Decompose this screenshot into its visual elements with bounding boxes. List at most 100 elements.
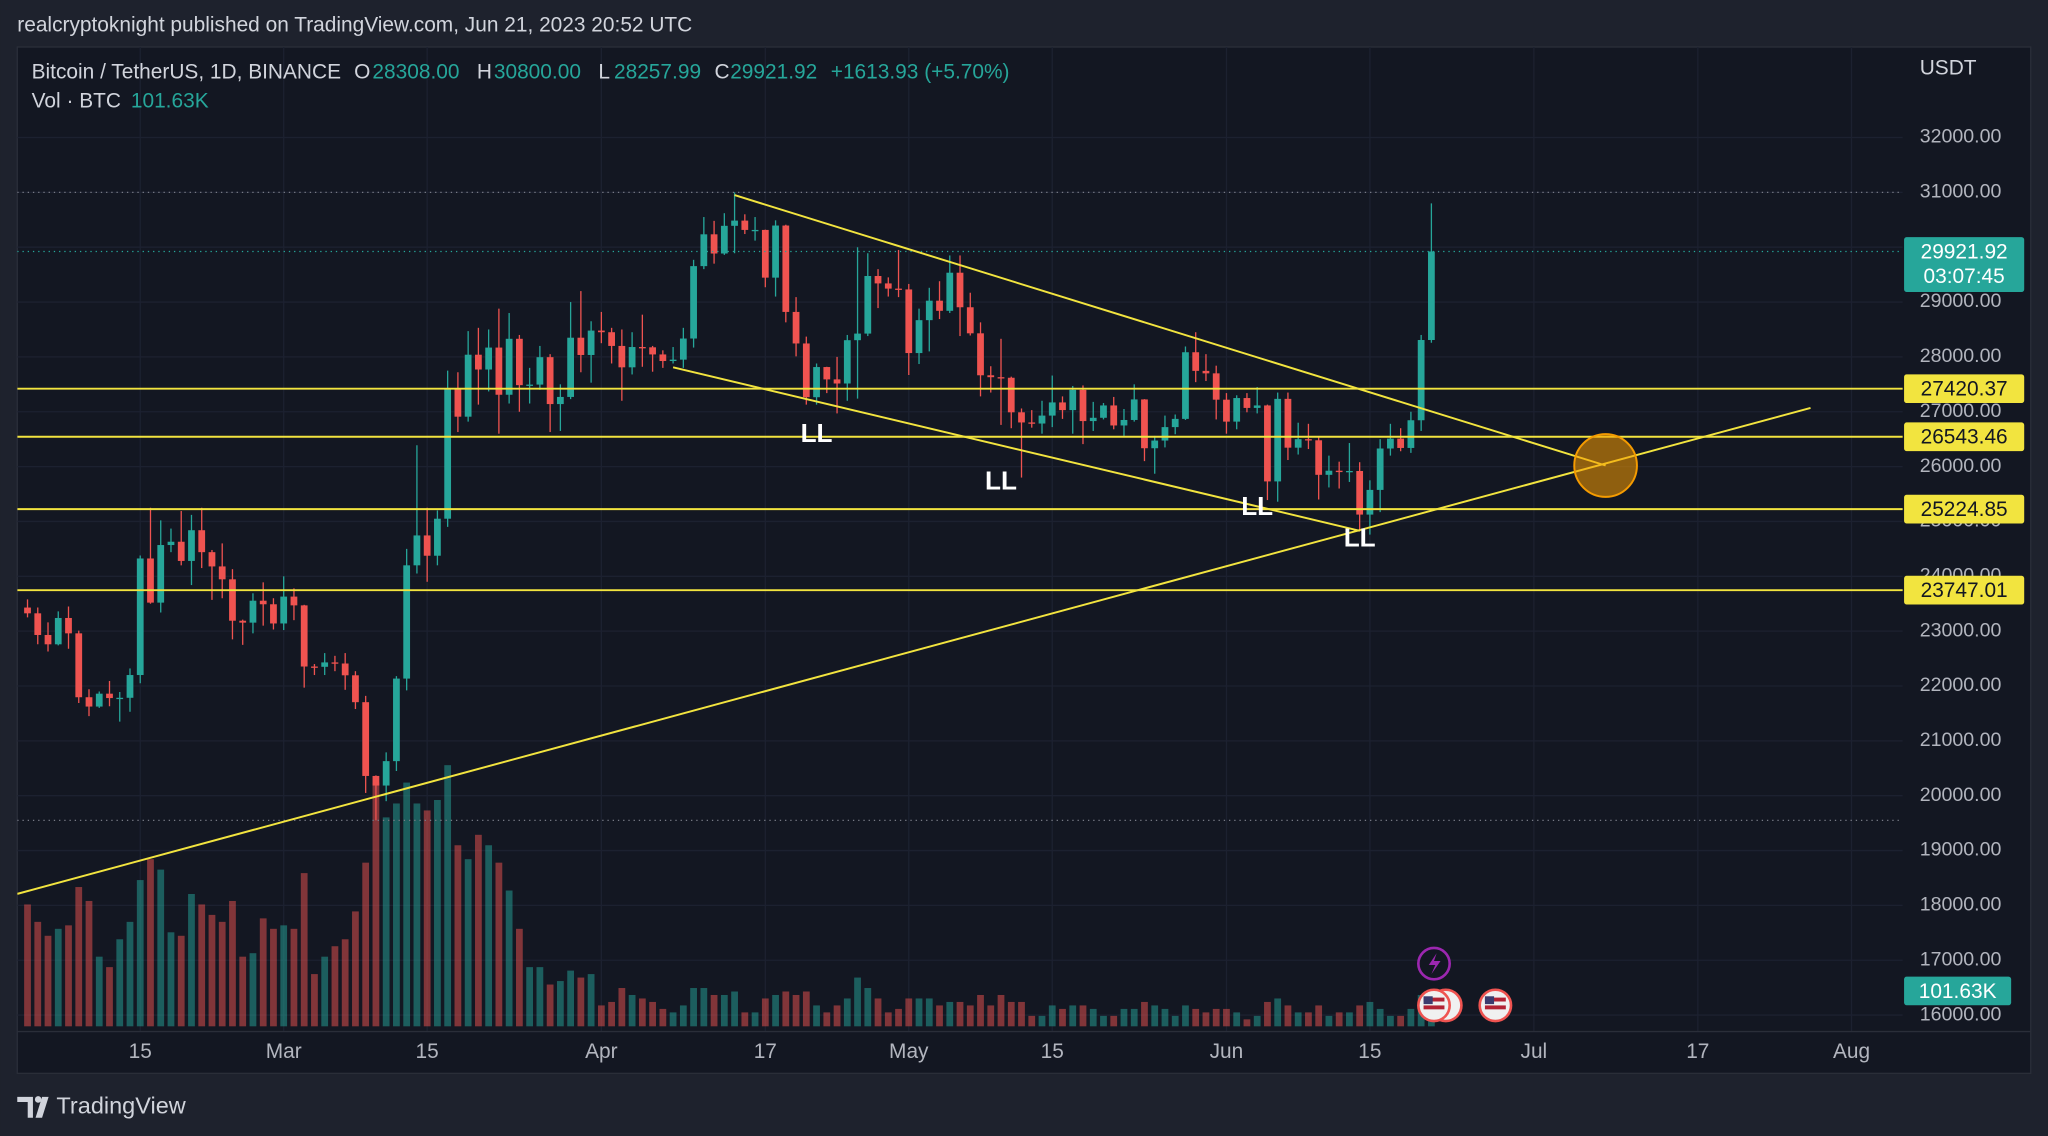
brand: TradingView bbox=[56, 1092, 186, 1118]
candle-body bbox=[1315, 440, 1323, 475]
volume-bar bbox=[956, 1001, 964, 1027]
candle-body bbox=[136, 558, 144, 676]
candle-body bbox=[54, 617, 62, 645]
volume-bar bbox=[628, 994, 636, 1027]
volume-bar bbox=[997, 994, 1005, 1027]
publisher: realcryptoknight published on TradingVie… bbox=[17, 14, 692, 37]
candle-body bbox=[44, 634, 52, 645]
volume-bar bbox=[1376, 1008, 1384, 1027]
candle-body bbox=[669, 359, 677, 362]
flag-stripe bbox=[1484, 997, 1506, 1002]
candle-body bbox=[341, 663, 349, 676]
volume-bar bbox=[1182, 1005, 1189, 1027]
volume-bar bbox=[1100, 1015, 1107, 1027]
candle-body bbox=[1120, 419, 1128, 426]
volume-bar bbox=[936, 1005, 943, 1027]
candle-body bbox=[659, 354, 667, 362]
candle-body bbox=[1048, 402, 1056, 416]
candle-body bbox=[895, 288, 902, 290]
logo-dot bbox=[34, 1096, 42, 1103]
annotation: LL bbox=[1344, 522, 1376, 552]
candle-body bbox=[413, 535, 421, 566]
candle-body bbox=[813, 367, 820, 398]
volume-bar bbox=[977, 994, 984, 1027]
volume-bar bbox=[136, 880, 144, 1027]
candle-body bbox=[434, 518, 441, 556]
volume-bar bbox=[536, 967, 544, 1027]
candle-body bbox=[802, 343, 810, 398]
candle-body bbox=[608, 332, 615, 346]
volume-bar bbox=[382, 817, 390, 1027]
volume-bar bbox=[761, 998, 769, 1027]
volume-tag bbox=[1904, 976, 2012, 1006]
volume-bar bbox=[700, 988, 708, 1027]
candle-body bbox=[382, 761, 390, 786]
candle-body bbox=[946, 272, 954, 311]
volume-bar bbox=[966, 1005, 974, 1027]
volume-bar bbox=[987, 1005, 995, 1027]
volume-bar bbox=[1274, 998, 1282, 1027]
candle-body bbox=[1059, 402, 1066, 411]
volume-bar bbox=[833, 1005, 841, 1027]
candle-body bbox=[638, 347, 646, 349]
volume-bar bbox=[1120, 1008, 1128, 1027]
volume-bar bbox=[1264, 1001, 1271, 1027]
candle-body bbox=[977, 333, 984, 376]
volume-bar bbox=[1233, 1012, 1241, 1027]
candle-body bbox=[649, 347, 656, 355]
volume-bar bbox=[802, 991, 810, 1027]
volume-bar bbox=[208, 914, 216, 1027]
volume-bar bbox=[352, 911, 359, 1027]
volume-bar bbox=[116, 939, 124, 1027]
y-tick-label: 31000.00 bbox=[1920, 181, 2002, 203]
volume-bar bbox=[1253, 1015, 1261, 1027]
y-tick-label: 21000.00 bbox=[1920, 729, 2002, 751]
x-tick-label: Mar bbox=[266, 1040, 302, 1063]
price-unit: USDT bbox=[1920, 57, 1977, 80]
volume-bar bbox=[516, 928, 523, 1027]
legend-value: 28308.00 bbox=[372, 61, 459, 84]
candle-body bbox=[997, 377, 1005, 379]
volume-bar bbox=[854, 977, 861, 1027]
level-label: 25224.85 bbox=[1921, 498, 2008, 521]
y-tick-label: 26000.00 bbox=[1920, 455, 2002, 477]
volume-bar bbox=[905, 998, 913, 1027]
candle-body bbox=[1079, 389, 1087, 422]
volume-bar bbox=[372, 782, 380, 1027]
x-tick-label: 17 bbox=[1686, 1040, 1709, 1063]
candle-body bbox=[65, 617, 72, 634]
volume-bar bbox=[393, 803, 400, 1027]
x-tick-label: 15 bbox=[129, 1040, 152, 1063]
last-price-tag bbox=[1904, 237, 2025, 292]
candle-body bbox=[1151, 440, 1159, 449]
candle-body bbox=[475, 354, 482, 370]
candle-body bbox=[618, 345, 626, 368]
candle-body bbox=[1346, 470, 1353, 473]
volume-bar bbox=[772, 994, 779, 1027]
candle-body bbox=[1428, 251, 1435, 341]
candle-body bbox=[1294, 439, 1302, 448]
volume-bar bbox=[1028, 1015, 1036, 1027]
volume-bar bbox=[1335, 1012, 1343, 1027]
volume-bar bbox=[731, 991, 738, 1027]
volume-bar bbox=[823, 1012, 831, 1027]
volume-bar bbox=[1387, 1015, 1394, 1027]
volume-bar bbox=[270, 928, 277, 1027]
volume-bar bbox=[567, 970, 575, 1027]
candle-body bbox=[761, 229, 769, 278]
volume-bar bbox=[577, 977, 585, 1027]
x-tick-label: Jun bbox=[1210, 1040, 1244, 1063]
candle-body bbox=[1069, 389, 1077, 411]
volume-bar bbox=[608, 1001, 615, 1027]
candle-body bbox=[587, 330, 595, 355]
candle-body bbox=[188, 530, 195, 561]
candle-body bbox=[331, 662, 339, 664]
candle-body bbox=[1223, 399, 1230, 422]
candle-body bbox=[1089, 417, 1097, 422]
symbol: Bitcoin / TetherUS, 1D, BINANCE bbox=[32, 61, 341, 84]
candle-body bbox=[505, 338, 513, 395]
candle-body bbox=[1212, 373, 1220, 400]
candle-body bbox=[1284, 398, 1292, 448]
candle-body bbox=[1407, 420, 1415, 448]
